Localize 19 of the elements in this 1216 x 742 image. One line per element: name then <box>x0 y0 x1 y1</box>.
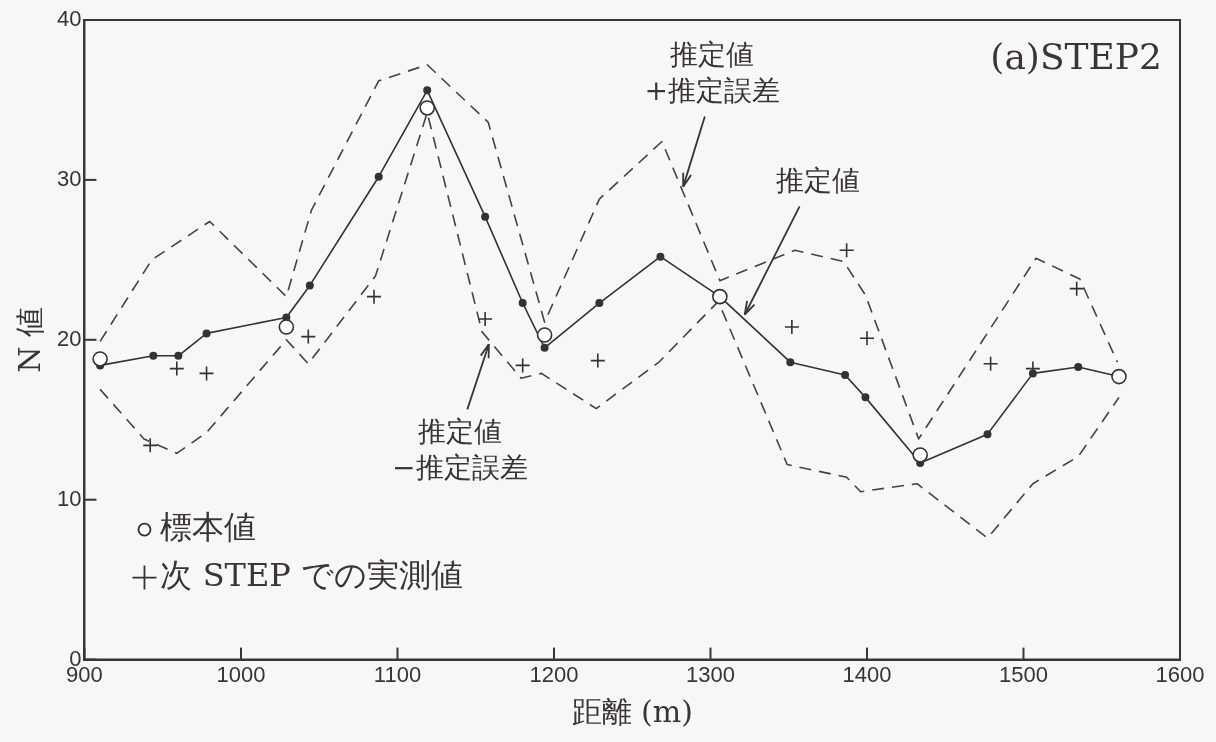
y-tick-label: 10 <box>56 485 82 511</box>
y-axis-title: N 値 <box>11 306 47 373</box>
x-tick-label: 1200 <box>529 661 579 687</box>
y-tick-label: 40 <box>56 6 82 32</box>
legend-label: 次 STEP での実測値 <box>160 555 463 594</box>
legend-label: 標本値 <box>160 507 257 546</box>
y-tick-label: 20 <box>56 325 82 351</box>
annotation: 推定値 +推定誤差 <box>644 37 781 107</box>
text: (a)STEP2 <box>990 36 1162 78</box>
x-tick-label: 1600 <box>1155 661 1205 687</box>
y-tick-label: 30 <box>56 165 82 191</box>
annotation: 推定値 −推定誤差 <box>392 414 528 484</box>
x-tick-label: 1100 <box>373 661 422 687</box>
annotation: 推定値 <box>776 163 861 197</box>
x-tick-label: 1400 <box>842 661 892 687</box>
x-axis-title: 距離 (m) <box>571 693 693 729</box>
x-tick-label: 1300 <box>686 661 735 687</box>
x-tick-label: 1000 <box>216 661 266 687</box>
x-tick-label: 1500 <box>999 661 1048 687</box>
